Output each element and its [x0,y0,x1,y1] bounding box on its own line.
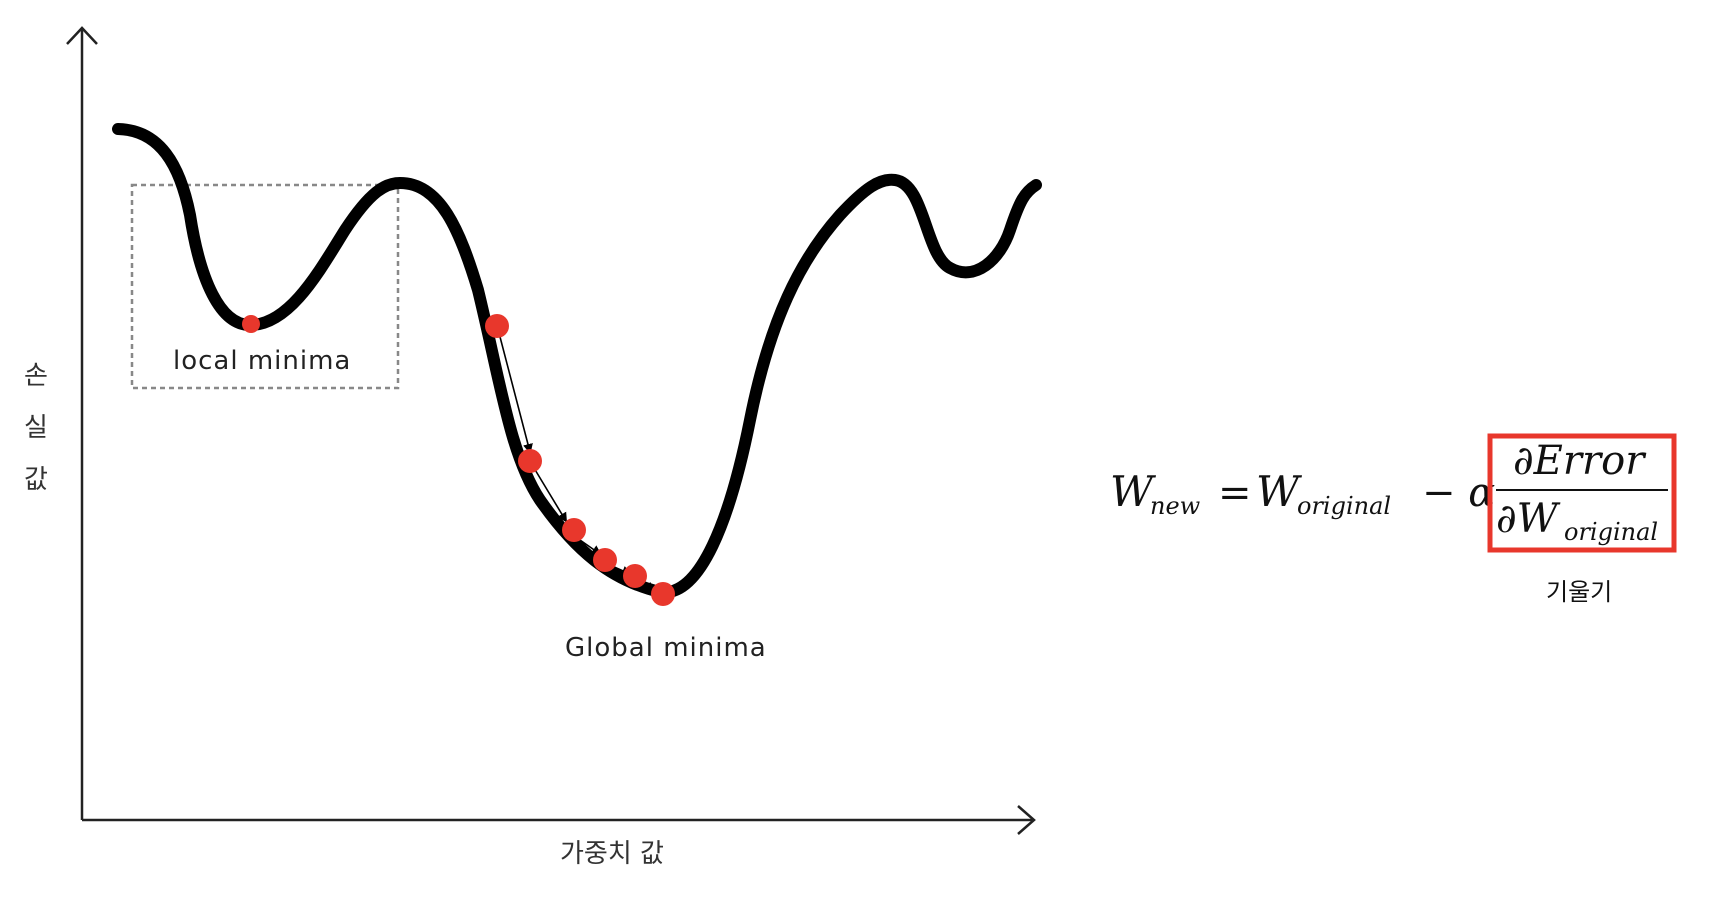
formula-lhs: W [1110,467,1157,516]
global-minimum-point [651,582,675,606]
descent-point [485,314,509,338]
local-minima-label: local minima [173,346,351,376]
step-arrow [498,332,533,454]
global-minima-label: Global minima [565,633,767,663]
y-axis-label-char-1: 손 [24,361,48,391]
gradient-numerator: ∂Error [1513,438,1647,484]
x-axis-label: 가중치 값 [560,839,664,869]
formula-minus-alpha: − α [1422,470,1495,516]
descent-point [593,548,617,572]
formula-w-subscript: original [1297,492,1391,520]
descent-point [562,518,586,542]
formula-w: W [1256,467,1303,516]
weight-update-formula: W new = W original − α ∂Error ∂W origina… [1110,433,1677,606]
gradient-highlight-box [1487,433,1677,553]
formula-lhs-subscript: new [1150,492,1201,520]
y-axis-label-char-3: 값 [24,465,48,495]
local-minimum-point [242,315,260,333]
formula-equals: = [1218,470,1252,516]
gradient-caption: 기울기 [1546,578,1612,606]
gradient-denominator-subscript: original [1564,518,1658,546]
y-axis-label-char-2: 실 [24,413,48,443]
arrow-up-icon [66,26,98,45]
descent-steps [485,314,675,606]
arrow-right-icon [1017,805,1036,835]
step-arrow [533,467,568,523]
y-axis-label: 손 실 값 [24,361,48,495]
axes [66,26,1036,835]
gradient-denominator: ∂W [1496,496,1561,542]
descent-point [623,564,647,588]
descent-point [518,449,542,473]
